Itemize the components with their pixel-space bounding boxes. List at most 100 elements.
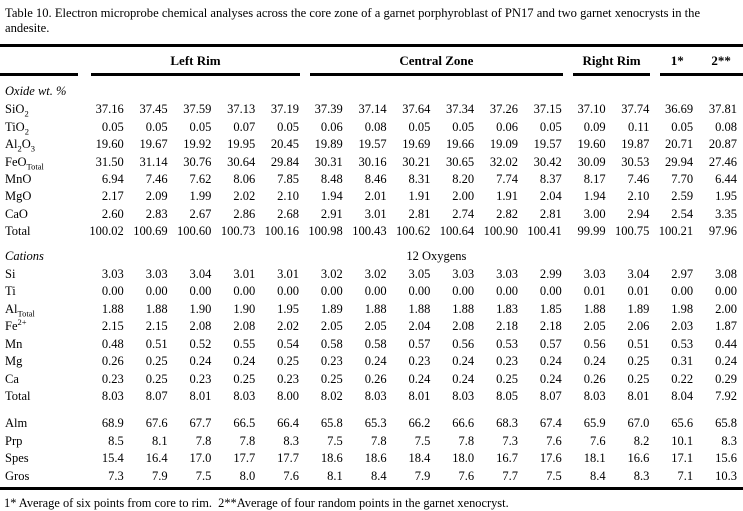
value-cell: 7.85	[277, 172, 299, 187]
value-cell: 0.00	[364, 284, 387, 299]
value-cell: 17.0	[189, 451, 212, 466]
value-cell: 8.03	[452, 388, 475, 403]
value-cell: 3.00	[583, 206, 606, 221]
value-cell: 18.6	[364, 451, 387, 466]
value-cell: 0.00	[671, 284, 694, 299]
value-cell: 100.62	[396, 224, 431, 239]
value-cell: 0.07	[233, 119, 256, 134]
value-cell: 0.25	[233, 371, 256, 386]
value-cell: 0.23	[320, 354, 343, 369]
column-group-central-zone: Central Zone	[399, 53, 474, 68]
value-cell: 0.01	[627, 284, 650, 299]
value-cell: 7.70	[671, 172, 694, 187]
value-cell: 37.14	[358, 102, 387, 117]
value-cell: 3.08	[715, 267, 737, 282]
value-cell: 7.8	[239, 433, 256, 448]
value-cell: 2.18	[539, 319, 562, 334]
value-cell: 0.25	[496, 371, 518, 386]
value-cell: 32.02	[489, 154, 518, 169]
value-cell: 1.90	[233, 301, 256, 316]
value-cell: 7.5	[195, 468, 212, 483]
row-label-text: Total	[26, 161, 44, 172]
value-cell: 7.9	[414, 468, 431, 483]
table-header: Left Rim Central Zone Right Rim 1* 2**	[0, 47, 743, 76]
value-cell: 8.46	[364, 172, 387, 187]
value-cell: 8.03	[101, 388, 124, 403]
value-cell: 8.2	[633, 433, 650, 448]
row-label-text: 3	[30, 143, 36, 154]
table-row: Gros 7.3 7.9 7.5 8.0 7.6 8.1 8.4 7.9 7.6 7.7 7.5 8.4…	[0, 468, 743, 485]
value-cell: 1.85	[539, 301, 562, 316]
value-cell: 0.00	[189, 284, 212, 299]
value-cell: 0.06	[496, 119, 518, 134]
value-cell: 2.94	[627, 206, 650, 221]
value-cell: 8.31	[408, 172, 431, 187]
value-cell: 2.99	[539, 267, 562, 282]
row-label: MnO	[0, 171, 86, 188]
value-cell: 37.26	[489, 102, 518, 117]
value-cell: 37.39	[314, 102, 343, 117]
table-footnote: 1* Average of six points from core to ri…	[4, 495, 509, 510]
value-cell: 99.99	[577, 224, 606, 239]
table-row: Si 3.03 3.03 3.04 3.01 3.01 3.02 3.02 3.05 3.03 3.…	[0, 266, 743, 283]
row-label-text: Fe	[5, 319, 18, 334]
value-cell: 18.0	[452, 451, 475, 466]
value-cell: 7.7	[502, 468, 518, 483]
section-header-row: Oxide wt. %	[0, 76, 743, 101]
value-cell: 2.59	[671, 189, 694, 204]
value-cell: 1.87	[715, 319, 737, 334]
value-cell: 0.05	[145, 119, 168, 134]
row-label-text: Prp	[5, 433, 23, 448]
value-cell: 17.7	[233, 451, 256, 466]
row-label: Fe2+	[0, 318, 86, 335]
value-cell: 36.69	[665, 102, 694, 117]
column-group-left-rim: Left Rim	[170, 53, 221, 68]
value-cell: 19.87	[621, 137, 650, 152]
value-cell: 67.4	[539, 416, 562, 431]
value-cell: 0.44	[715, 336, 737, 351]
value-cell: 37.34	[446, 102, 475, 117]
value-cell: 10.3	[715, 468, 737, 483]
value-cell: 0.00	[277, 284, 299, 299]
value-cell: 100.69	[133, 224, 168, 239]
value-cell: 1.88	[583, 301, 606, 316]
value-cell: 0.00	[715, 284, 737, 299]
value-cell: 7.92	[715, 388, 737, 403]
value-cell: 30.42	[533, 154, 562, 169]
value-cell: 2.54	[671, 206, 694, 221]
table-row: Ca 0.23 0.25 0.23 0.25 0.23 0.25 0.26 0.24 0.24 0.…	[0, 371, 743, 388]
value-cell: 66.5	[233, 416, 256, 431]
row-label: Ca	[0, 371, 86, 388]
value-cell: 17.1	[671, 451, 694, 466]
row-label-text: Mg	[5, 354, 23, 369]
row-label-text: MgO	[5, 189, 32, 204]
value-cell: 0.54	[277, 336, 299, 351]
value-cell: 6.44	[715, 172, 737, 187]
value-cell: 0.00	[233, 284, 256, 299]
value-cell: 17.6	[539, 451, 562, 466]
table-row: Al2O3 19.60 19.67 19.92 19.95 20.45 19.89 19.57…	[0, 136, 743, 153]
value-cell: 7.1	[677, 468, 694, 483]
value-cell: 0.08	[715, 119, 737, 134]
value-cell: 65.9	[583, 416, 606, 431]
value-cell: 2.83	[145, 206, 168, 221]
value-cell: 0.05	[539, 119, 562, 134]
value-cell: 68.9	[101, 416, 124, 431]
row-label-text: Al	[5, 137, 18, 152]
value-cell: 0.24	[364, 354, 387, 369]
value-cell: 2.06	[627, 319, 650, 334]
value-cell: 30.21	[402, 154, 431, 169]
value-cell: 8.01	[627, 388, 650, 403]
value-cell: 0.26	[364, 371, 387, 386]
value-cell: 68.3	[496, 416, 518, 431]
table-row: AlTotal 1.88 1.88 1.90 1.90 1.95 1.89 1.88 1.88 1…	[0, 301, 743, 318]
row-label: Prp	[0, 433, 86, 450]
value-cell: 20.45	[270, 137, 299, 152]
value-cell: 37.16	[95, 102, 124, 117]
value-cell: 20.71	[665, 137, 694, 152]
row-label-text: Ti	[5, 284, 16, 299]
table-row: Total 100.02 100.69 100.60 100.73 100.16 100.9…	[0, 223, 743, 240]
value-cell: 8.0	[239, 468, 256, 483]
value-cell: 15.4	[101, 451, 124, 466]
value-cell: 7.46	[627, 172, 650, 187]
